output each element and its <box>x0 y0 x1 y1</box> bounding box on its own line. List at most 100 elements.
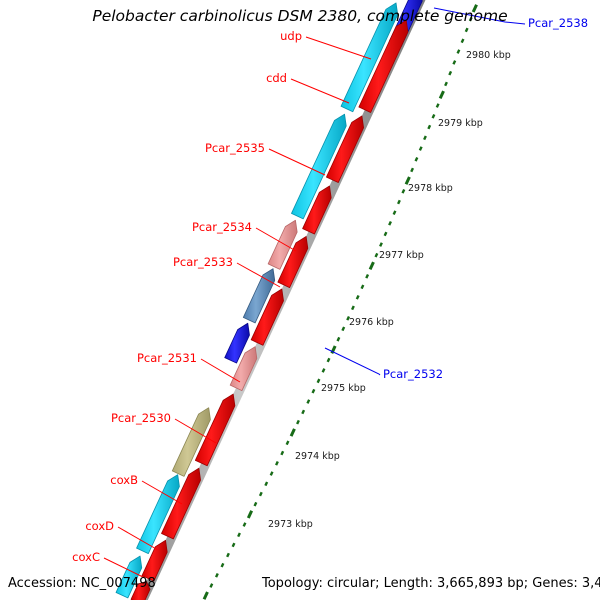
scale-tick-label: 2974 kbp <box>295 451 340 462</box>
scale-tick-label: 2979 kbp <box>438 118 483 129</box>
scale-tick-major <box>438 90 445 100</box>
scale-tick-minor <box>397 199 401 205</box>
scale-tick-minor <box>435 103 440 108</box>
scale-tick-minor <box>275 461 279 466</box>
scale-tick-minor <box>341 326 346 332</box>
scale-tick-minor <box>242 522 247 527</box>
scale-tick-minor <box>321 368 326 373</box>
scale-tick-minor <box>388 220 392 226</box>
scale-tick-minor <box>346 316 351 321</box>
gene-label-pcar_2538[interactable]: Pcar_2538 <box>528 16 588 30</box>
scale-tick-minor <box>280 450 285 456</box>
gene-label-leader <box>255 227 297 252</box>
gene-feature[interactable] <box>141 539 168 582</box>
gene-label-pcar_2535[interactable]: Pcar_2535 <box>205 141 265 155</box>
gene-label-pcar_2532[interactable]: Pcar_2532 <box>383 367 443 381</box>
gene-label-pcar_2530[interactable]: Pcar_2530 <box>111 411 171 425</box>
scale-tick-minor <box>311 388 316 394</box>
gene-label-leader <box>268 148 326 176</box>
scale-tick-minor <box>464 27 469 33</box>
gene-label-leader <box>141 480 183 505</box>
gene-feature[interactable] <box>267 219 298 270</box>
gene-feature[interactable] <box>277 236 309 289</box>
gene-feature[interactable] <box>136 474 180 555</box>
gene-label-leader <box>200 358 241 383</box>
scale-tick-minor <box>214 573 219 578</box>
scale-tick-minor <box>220 562 225 568</box>
gene-labels-right[interactable]: Pcar_2538 Pcar_2532 <box>383 16 588 381</box>
scale-labels: 2980 kbp 2979 kbp 2978 kbp 2977 kbp 2976 kbp… <box>268 50 511 530</box>
scale-tick-minor <box>383 231 388 237</box>
page-title: Pelobacter carbinolicus DSM 2380, comple… <box>92 7 507 25</box>
gene-label-leader <box>103 557 146 579</box>
scale-tick-minor <box>355 295 360 300</box>
scale-tick-major <box>471 4 478 13</box>
scale-tick-major <box>202 591 209 600</box>
scale-tick-minor <box>456 49 461 54</box>
gene-label-leader <box>236 262 281 288</box>
scale-tick-major <box>330 345 337 354</box>
gene-label-pcar_2531[interactable]: Pcar_2531 <box>137 351 197 365</box>
scale-tick-minor <box>410 167 415 173</box>
gene-track-inner[interactable] <box>130 0 423 600</box>
scale-tick-minor <box>468 16 473 22</box>
gene-feature[interactable] <box>340 2 399 113</box>
gene-label-pcar_2534[interactable]: Pcar_2534 <box>192 220 252 234</box>
gene-label-leader <box>324 347 381 376</box>
scale-tick-minor <box>316 378 321 384</box>
scale-tick-label: 2973 kbp <box>268 519 313 530</box>
scale-tick-major <box>246 510 254 519</box>
gene-feature[interactable] <box>242 268 276 324</box>
scale-tick-minor <box>374 252 379 258</box>
gene-feature[interactable] <box>130 581 151 600</box>
genome-summary-status: Topology: circular; Length: 3,665,893 bp… <box>261 576 600 591</box>
scale-tick-minor <box>209 583 214 588</box>
scale-tick-minor <box>452 60 457 65</box>
gene-feature[interactable] <box>291 113 347 220</box>
scale-tick-minor <box>401 189 406 194</box>
scale-tick-minor <box>264 481 269 487</box>
scale-tick-label: 2978 kbp <box>408 183 453 194</box>
scale-tick-minor <box>423 135 427 141</box>
scale-tick-minor <box>237 532 241 538</box>
gene-labels-left[interactable]: udp cdd Pcar_2535 Pcar_2534 Pcar_2533 Pcar_25… <box>72 29 302 564</box>
gene-feature[interactable] <box>194 393 236 467</box>
scale-tick-minor <box>351 305 355 311</box>
gene-feature[interactable] <box>115 555 143 599</box>
gene-label-leaders-right <box>324 7 526 376</box>
scale-tick-minor <box>414 156 419 162</box>
gene-feature[interactable] <box>302 185 332 235</box>
gene-feature[interactable] <box>326 115 365 183</box>
scale-tick-minor <box>296 419 300 425</box>
scale-tick-minor <box>418 146 423 151</box>
gene-label-leader <box>305 36 372 60</box>
gene-label-coxd[interactable]: coxD <box>85 519 114 533</box>
gene-feature[interactable] <box>171 407 211 477</box>
scale-tick-minor <box>444 81 448 87</box>
scale-tick-minor <box>301 409 306 415</box>
scale-tick-minor <box>460 38 465 44</box>
scale-tick-minor <box>448 70 453 76</box>
gene-label-leader <box>117 526 159 551</box>
scale-tick-minor <box>360 284 365 290</box>
gene-track-outer[interactable] <box>115 2 399 599</box>
scale-tick-major <box>289 428 296 437</box>
scale-tick-minor <box>379 242 383 247</box>
gene-label-cdd[interactable]: cdd <box>266 71 287 85</box>
scale-tick-label: 2977 kbp <box>379 250 424 261</box>
gene-label-leaders-left <box>103 36 372 579</box>
scale-tick-minor <box>285 440 290 446</box>
gene-feature[interactable] <box>250 288 284 346</box>
gene-label-pcar_2533[interactable]: Pcar_2533 <box>173 255 233 269</box>
scale-tick-minor <box>392 210 397 215</box>
scale-tick-minor <box>326 357 331 363</box>
scale-tick-minor <box>226 552 230 558</box>
gene-label-udp[interactable]: udp <box>280 29 302 43</box>
scale-tick-minor <box>431 113 436 119</box>
gene-label-coxc[interactable]: coxC <box>72 550 100 564</box>
gene-feature[interactable] <box>224 322 250 364</box>
gene-label-coxb[interactable]: coxB <box>110 473 138 487</box>
gene-feature[interactable] <box>358 19 409 113</box>
scale-tick-label: 2976 kbp <box>349 317 394 328</box>
